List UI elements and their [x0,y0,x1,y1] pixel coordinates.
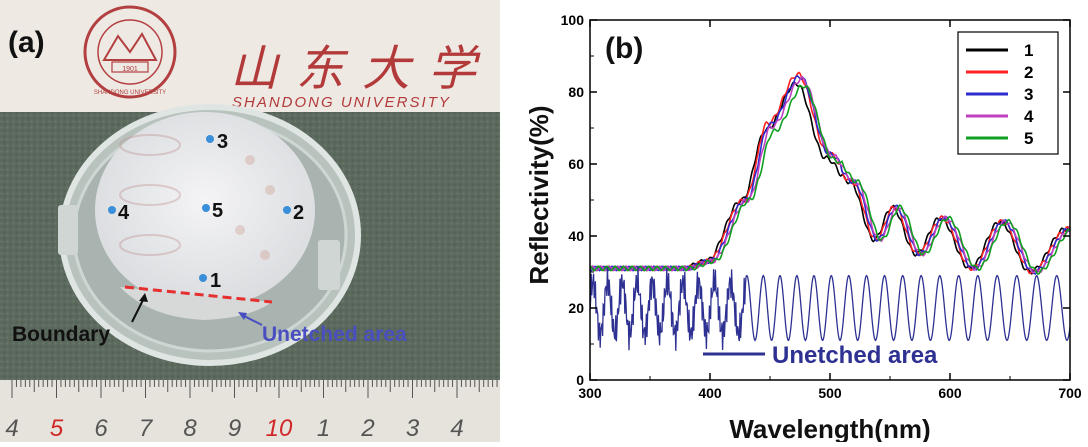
unetched-label: Unetched area [262,323,407,346]
photo-svg: 1901 SHANDONG UNIVERSITY 山东大学 SHANDONG U… [0,0,500,442]
x-tick-label: 300 [578,385,602,401]
panel-label-a: (a) [8,26,45,59]
legend: 1 2 3 4 5 [957,31,1059,155]
point-label-3: 3 [217,131,228,153]
legend-label-2: 2 [1024,63,1033,82]
photo-panel: 1901 SHANDONG UNIVERSITY 山东大学 SHANDONG U… [0,0,500,442]
seal-year: 1901 [122,66,138,73]
ruler-number: 6 [94,415,108,442]
unetched-annotation-text: Unetched area [772,342,938,369]
ruler-number: 9 [228,415,241,442]
x-tick-label: 400 [698,385,722,401]
point-label-4: 4 [118,202,130,224]
x-tick-label: 500 [818,385,842,401]
point-label-1: 1 [210,270,221,292]
panel-label-b: (b) [605,32,643,65]
x-axis-label: Wavelength(nm) [729,414,930,442]
point-marker-3 [206,135,214,143]
boundary-arrow-head [139,293,148,302]
x-tick-label: 600 [938,385,962,401]
legend-label-1: 1 [1024,41,1033,60]
y-tick-label: 0 [576,372,584,388]
university-seal: 1901 SHANDONG UNIVERSITY [83,5,177,99]
ruler-number: 7 [139,415,154,442]
legend-label-4: 4 [1024,107,1034,126]
university-chinese-name: 山东大学 [230,43,494,96]
ruler: 4 5 6 7 8 9 10 1 2 3 4 [0,380,500,442]
boundary-line [124,285,273,304]
ruler-number: 4 [5,415,18,442]
series-line-5 [589,84,1071,275]
y-tick-label: 80 [568,84,584,100]
x-tick-label: 700 [1058,385,1082,401]
wafer-reflection [119,134,275,260]
y-tick-label: 40 [568,228,584,244]
ruler-number: 3 [406,415,420,442]
point-marker-1 [199,274,207,282]
ruler-number: 1 [317,415,330,442]
point-label-2: 2 [293,202,304,224]
y-tick-label: 20 [568,300,584,316]
university-english-name: SHANDONG UNIVERSITY [232,94,451,111]
legend-label-3: 3 [1024,85,1033,104]
reflectivity-chart-panel: 300 400 500 600 700 0 20 40 60 80 100 (b) Waveleng… [510,0,1088,444]
ruler-number: 5 [50,415,64,442]
seal-text: SHANDONG UNIVERSITY [94,90,166,96]
boundary-label: Boundary [12,323,110,346]
unetched-region [120,287,272,320]
series-line-unetched [589,266,1071,351]
point-label-5: 5 [212,200,223,222]
legend-label-5: 5 [1024,129,1033,148]
ruler-number: 8 [183,415,197,442]
y-tick-label: 100 [561,12,585,28]
unetched-arrow-head [238,312,247,320]
measurement-points: 1 2 3 4 5 [108,131,304,292]
unetched-annotation: Unetched area [703,342,938,369]
point-marker-2 [283,206,291,214]
point-marker-4 [108,206,116,214]
ruler-number: 4 [450,415,463,442]
point-marker-5 [202,204,210,212]
reflectivity-chart: 300 400 500 600 700 0 20 40 60 80 100 (b) Waveleng… [524,12,1082,444]
y-tick-label: 60 [568,156,584,172]
y-axis-label: Reflectivity(%) [524,105,554,284]
ruler-number: 10 [266,415,293,442]
ruler-number: 2 [360,415,374,442]
